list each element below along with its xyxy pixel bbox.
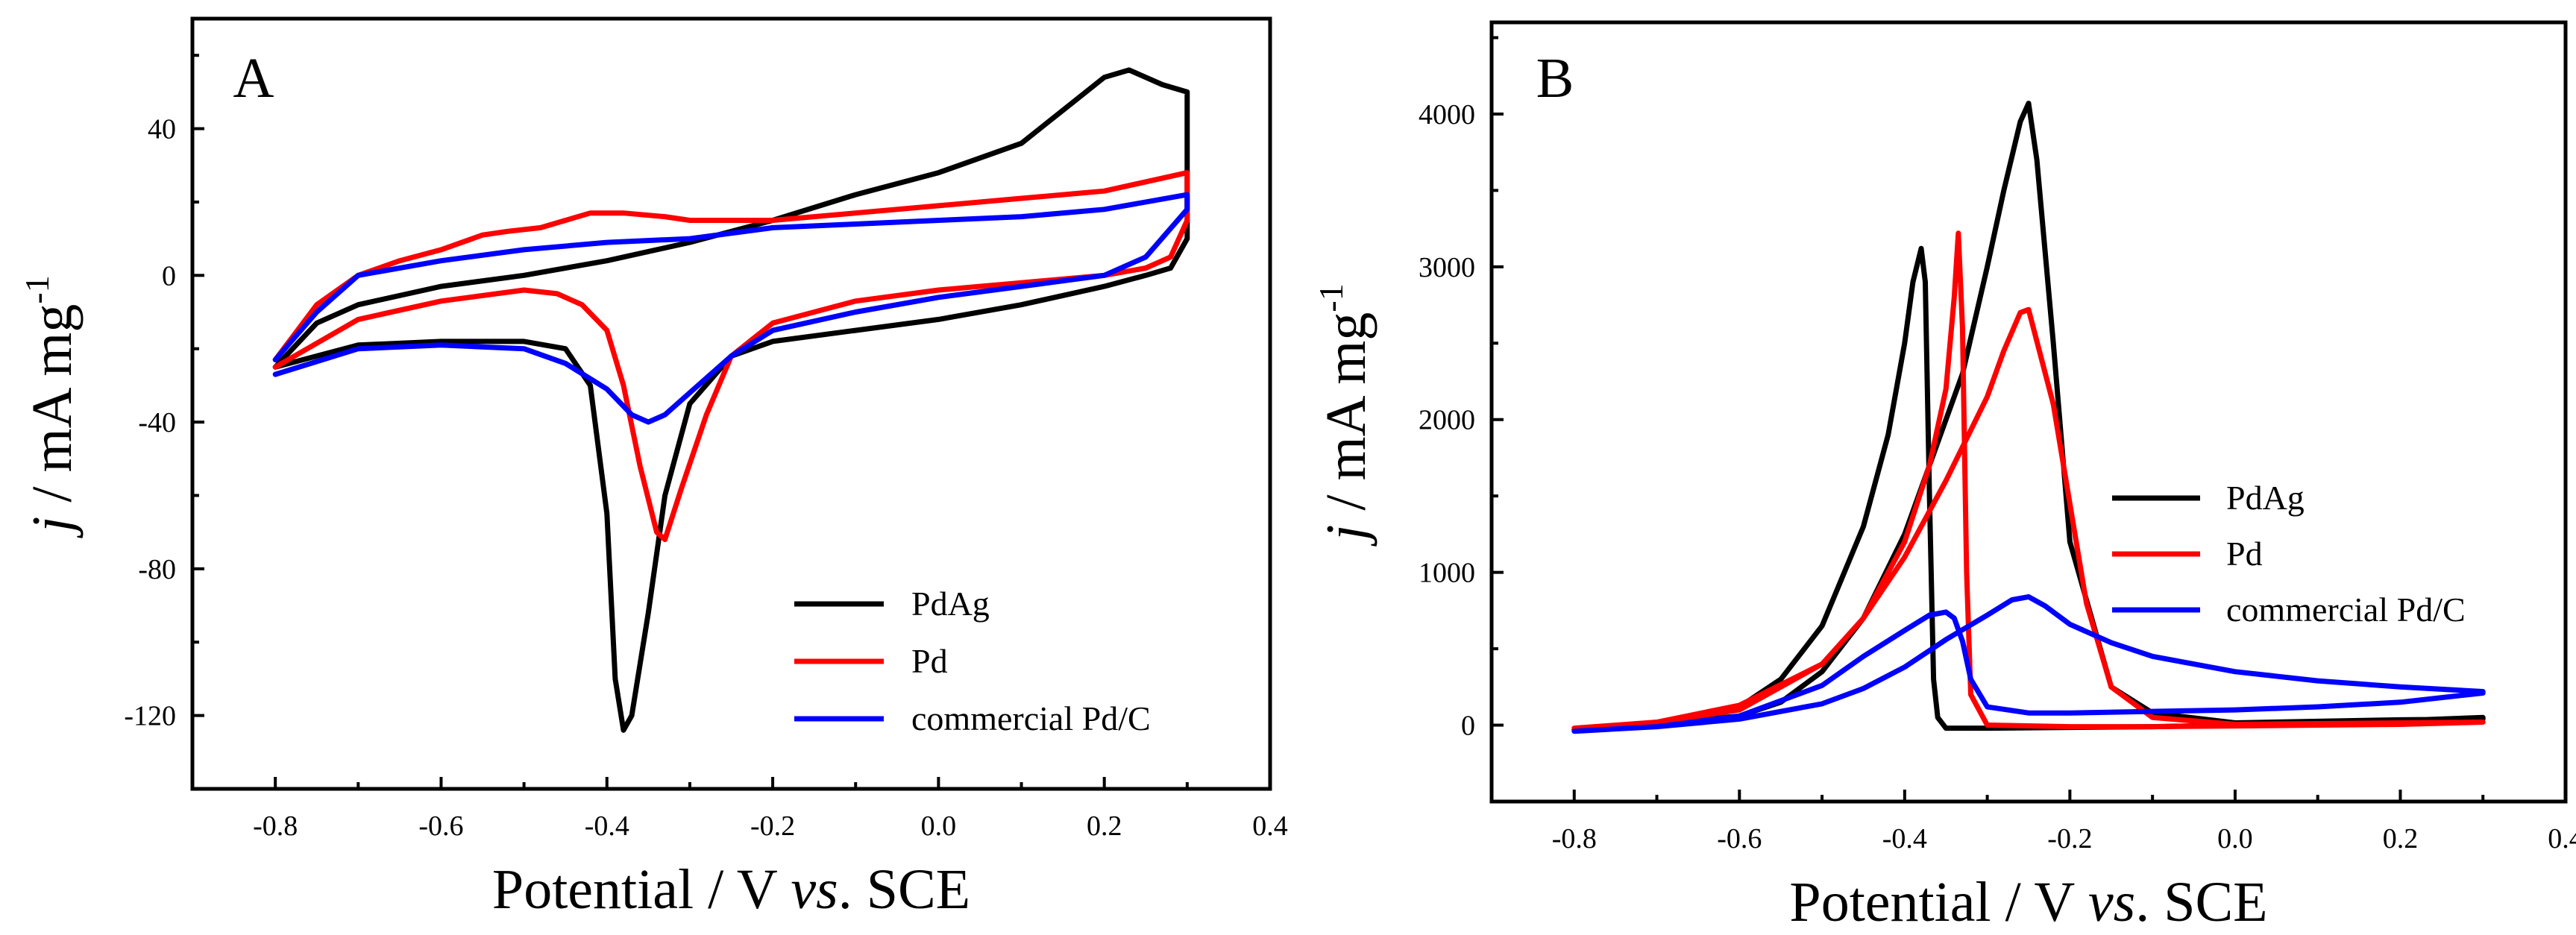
panel-b-y-axis-title: j / mA mg-1 <box>1312 283 1377 547</box>
panel-a-y-tick-label: -120 <box>124 701 176 732</box>
panel-b-series-pd-line <box>1571 230 2486 731</box>
panel-b-x-tick-label: -0.8 <box>1552 823 1597 854</box>
panel-b-legend-label: PdAg <box>2226 479 2305 517</box>
panel-a-legend-label: commercial Pd/C <box>911 699 1151 737</box>
panel-b-y-tick-label: 4000 <box>1419 99 1475 130</box>
panel-b-x-tick-label: -0.2 <box>2047 823 2092 854</box>
panel-a-plot-area <box>272 67 1190 733</box>
panel-b-legend: PdAg Pd commercial Pd/C <box>2112 479 2466 629</box>
panel-b-x-tick-label: 0.2 <box>2383 823 2419 854</box>
panel-b-legend-label: commercial Pd/C <box>2226 591 2466 629</box>
panel-a-x-tick-label: -0.6 <box>418 810 463 842</box>
panel-a-x-tick-label: -0.8 <box>253 810 298 842</box>
panel-a-letter: A <box>233 47 274 110</box>
panel-a-legend-label: Pd <box>911 642 948 680</box>
panel-b-x-axis-title: Potential / V vs. SCE <box>1789 871 2267 934</box>
panel-a-y-tick-label: -80 <box>138 554 176 585</box>
panel-a-x-tick-label: -0.4 <box>585 810 629 842</box>
panel-b-x-tick-label: 0.0 <box>2217 823 2253 854</box>
panel-a-y-tick-label: 40 <box>148 114 176 145</box>
panel-a-x-tick-label: -0.2 <box>750 810 795 842</box>
panel-b-y-tick-label: 2000 <box>1419 405 1475 436</box>
panel-a-frame <box>190 16 1272 791</box>
panel-b-y-tick-label: 1000 <box>1419 558 1475 589</box>
panel-a-y-axis-title: j / mA mg-1 <box>18 275 84 539</box>
panel-b-letter: B <box>1536 47 1574 110</box>
panel-a-y-tick-label: -40 <box>138 407 176 438</box>
panel-a-x-tick-label: 0.0 <box>921 810 957 842</box>
panel-a-y-tick-label: 0 <box>162 260 176 292</box>
panel-a-chart: -0.8 -0.6 -0.4 -0.2 0.0 0.2 0.4 -120 -80 -40 0 40 A P… <box>18 16 1288 921</box>
panel-b-legend-label: Pd <box>2226 535 2263 573</box>
panel-b-chart: -0.8 -0.6 -0.4 -0.2 0.0 0.2 0.4 0 1000 2000 3000 40… <box>1312 20 2576 934</box>
panel-b-x-tick-label: 0.4 <box>2548 823 2576 854</box>
panel-b-x-tick-label: -0.4 <box>1882 823 1927 854</box>
panel-b-y-tick-label: 3000 <box>1419 252 1475 283</box>
panel-a-legend: PdAg Pd commercial Pd/C <box>794 585 1151 737</box>
panel-a-series-pd-line <box>272 170 1190 542</box>
panel-b-y-tick-label: 0 <box>1461 711 1475 742</box>
panel-a-x-tick-label: 0.4 <box>1252 810 1288 842</box>
panel-a-legend-label: PdAg <box>911 585 990 623</box>
panel-a-series-pdag-line <box>272 67 1190 733</box>
panel-a-series-commercial-pd-c-line <box>272 192 1190 425</box>
panel-b-series-commercial-pd-c-line <box>1571 594 2486 734</box>
panel-b-x-tick-label: -0.6 <box>1717 823 1762 854</box>
panel-b-series-pdag-line <box>1571 101 2486 733</box>
panel-a-x-axis-title: Potential / V vs. SCE <box>492 858 970 921</box>
panel-a-x-tick-label: 0.2 <box>1087 810 1122 842</box>
panel-b-frame <box>1489 20 2568 804</box>
panel-b-plot-area <box>1571 101 2486 734</box>
